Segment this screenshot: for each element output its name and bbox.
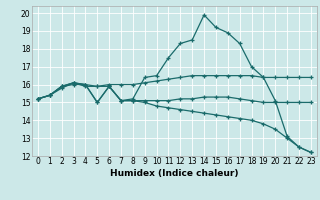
X-axis label: Humidex (Indice chaleur): Humidex (Indice chaleur) [110, 169, 239, 178]
